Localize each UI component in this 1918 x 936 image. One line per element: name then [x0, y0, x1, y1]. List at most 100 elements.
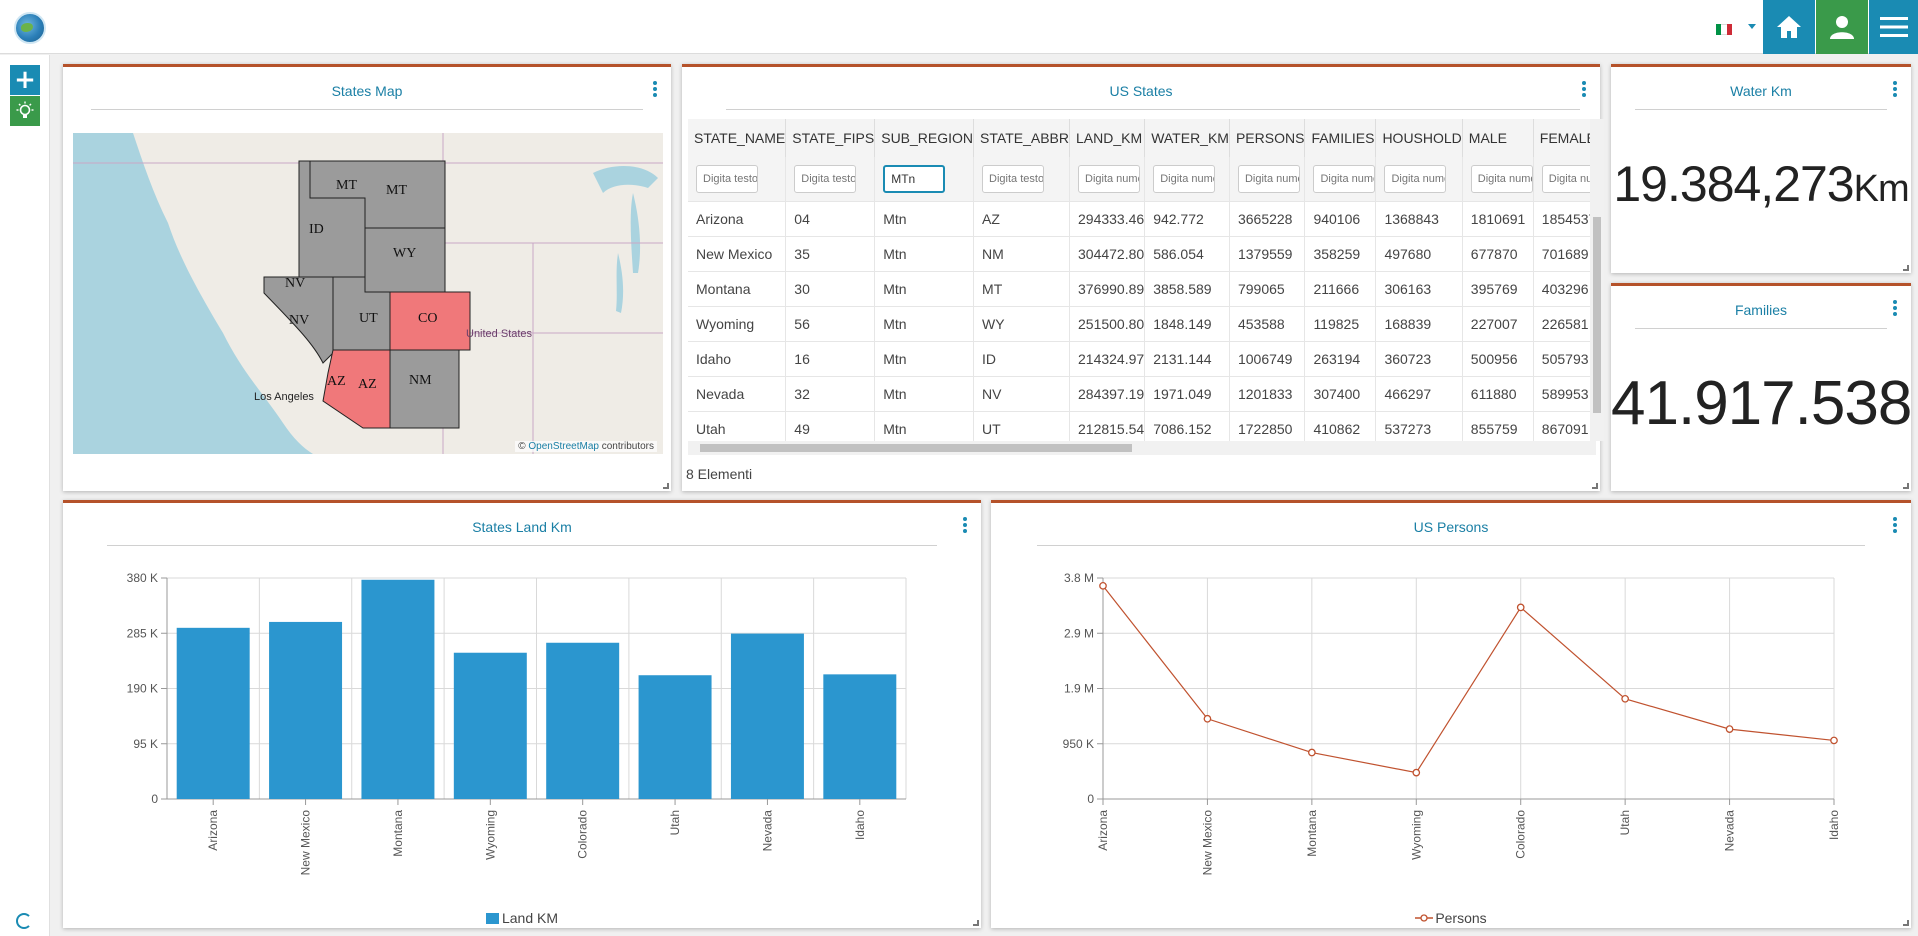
column-header[interactable]: STATE_ABBR: [973, 119, 1070, 157]
data-point: [1830, 736, 1838, 745]
table-row[interactable]: Arizona 04 Mtn AZ 294333.46 942.772 3665228 940…: [688, 201, 1596, 237]
table-cell: MT: [973, 271, 1070, 307]
column-filter-input[interactable]: [1237, 164, 1300, 193]
table-cell: NM: [973, 236, 1070, 272]
column-header[interactable]: STATE_FIPS: [785, 119, 876, 157]
x-tick-label: Montana: [391, 810, 405, 857]
bar: [176, 627, 250, 799]
column-header[interactable]: HOUSHOLD: [1375, 119, 1463, 157]
resize-handle[interactable]: [973, 920, 979, 926]
widget-menu-button[interactable]: [1582, 81, 1586, 97]
column-header[interactable]: SUB_REGION: [874, 119, 975, 157]
table-cell: 168839: [1375, 306, 1463, 342]
column-filter-input[interactable]: [1384, 164, 1447, 193]
osm-link[interactable]: OpenStreetMap: [528, 441, 599, 452]
y-tick-label: 2.9 M: [1064, 626, 1094, 640]
table-row[interactable]: Wyoming 56 Mtn WY 251500.80 1848.149 453588 119…: [688, 306, 1596, 342]
hamburger-icon: [1879, 17, 1908, 37]
table-cell: Mtn: [874, 306, 975, 342]
resize-handle[interactable]: [1903, 483, 1909, 489]
table-cell: 294333.46: [1069, 201, 1146, 237]
column-filter-input[interactable]: [696, 164, 758, 193]
data-point: [1412, 768, 1421, 777]
column-header[interactable]: LAND_KM: [1069, 119, 1146, 157]
resize-handle[interactable]: [1592, 483, 1598, 489]
resize-handle[interactable]: [1903, 920, 1909, 926]
table-row[interactable]: Utah 49 Mtn UT 212815.54 7086.152 1722850 41086…: [688, 411, 1596, 441]
table-cell: 2131.144: [1144, 341, 1230, 377]
italian-flag-icon[interactable]: [1716, 24, 1732, 35]
hamburger-menu-button[interactable]: [1869, 0, 1918, 54]
table-cell: 500956: [1462, 341, 1534, 377]
table-cell: Mtn: [874, 411, 975, 441]
svg-text:CO: CO: [418, 311, 437, 326]
table-cell: 1379559: [1229, 236, 1306, 272]
table-cell: 119825: [1304, 306, 1377, 342]
column-filter-input[interactable]: [1313, 164, 1375, 193]
add-widget-button[interactable]: +: [10, 65, 40, 95]
widget-menu-button[interactable]: [1893, 517, 1897, 533]
home-button[interactable]: [1763, 0, 1815, 54]
state-shapes: [263, 160, 471, 429]
x-tick-label: Wyoming: [1409, 810, 1423, 860]
x-tick-label: Idaho: [853, 810, 867, 840]
line-chart: 0 950 K 1.9 M 2.9 M 3.8 M Arizona New Mexico Mo…: [1063, 571, 1841, 875]
column-filter-input[interactable]: [1470, 164, 1533, 193]
widget-menu-button[interactable]: [1893, 81, 1897, 97]
y-tick-label: 95 K: [133, 737, 158, 751]
title-divider: [1635, 328, 1887, 329]
column-filter-input[interactable]: [883, 164, 946, 193]
vertical-scrollbar[interactable]: [1590, 119, 1604, 441]
table-cell: 1368843: [1375, 201, 1463, 237]
series-line: [1102, 585, 1835, 774]
table-cell: 212815.54: [1069, 411, 1146, 441]
resize-handle[interactable]: [663, 483, 669, 489]
column-filter-input[interactable]: [794, 164, 857, 193]
user-icon: [1830, 16, 1854, 39]
app-logo[interactable]: [14, 12, 46, 44]
table-row[interactable]: Nevada 32 Mtn NV 284397.19 1971.049 1201833 307…: [688, 376, 1596, 412]
user-button[interactable]: [1816, 0, 1868, 54]
map-view[interactable]: MT MT ID WY NV NV UT CO AZ AZ NM United …: [73, 133, 663, 454]
column-filter-input[interactable]: [1153, 164, 1216, 193]
widget-title: States Map: [331, 83, 403, 99]
widget-title: US Persons: [1413, 519, 1489, 535]
widget-menu-button[interactable]: [1893, 300, 1897, 316]
table-cell: 376990.89: [1069, 271, 1146, 307]
horizontal-scrollbar[interactable]: [688, 441, 1596, 455]
table-cell: 56: [785, 306, 876, 342]
row-count: 8 Elementi: [686, 466, 753, 482]
families-widget: Families 41.917.538: [1611, 283, 1912, 491]
x-tick-label: Nevada: [1723, 810, 1737, 852]
column-filter-input[interactable]: [1078, 164, 1140, 193]
data-point: [1203, 714, 1212, 723]
column-filter-input[interactable]: [1541, 164, 1596, 193]
chart-legend[interactable]: Persons: [991, 910, 1911, 926]
table-cell: 251500.80: [1069, 306, 1146, 342]
column-header[interactable]: MALE: [1462, 119, 1534, 157]
table-cell: 16: [785, 341, 876, 377]
widget-menu-button[interactable]: [963, 517, 967, 533]
table-row[interactable]: Idaho 16 Mtn ID 214324.97 2131.144 1006749 2631…: [688, 341, 1596, 377]
table-cell: 3665228: [1229, 201, 1306, 237]
column-header[interactable]: WATER_KM: [1144, 119, 1230, 157]
table-row[interactable]: Montana 30 Mtn MT 376990.89 3858.589 799065 211…: [688, 271, 1596, 307]
column-header[interactable]: PERSONS: [1229, 119, 1306, 157]
us-states-table-widget: US States STATE_NAME STATE_FIPS SUB_REGION…: [682, 64, 1604, 491]
bar: [361, 579, 435, 799]
table-row[interactable]: New Mexico 35 Mtn NM 304472.80 586.054 1379559…: [688, 236, 1596, 272]
widget-menu-button[interactable]: [653, 81, 657, 97]
bar-chart: 0 95 K 190 K 285 K 380 K Arizona New Mexico Mon…: [127, 571, 907, 875]
top-bar: [0, 0, 1918, 54]
language-caret-icon[interactable]: [1748, 24, 1756, 29]
column-header[interactable]: STATE_NAME: [688, 119, 787, 157]
lightbulb-button[interactable]: [10, 96, 40, 126]
table-cell: 1722850: [1229, 411, 1306, 441]
column-header[interactable]: FEMALE: [1533, 119, 1596, 157]
column-header[interactable]: FAMILIES: [1304, 119, 1377, 157]
chart-legend[interactable]: Land KM: [63, 910, 981, 926]
column-filter-input[interactable]: [982, 164, 1045, 193]
table-cell: 1201833: [1229, 376, 1306, 412]
table-cell: 304472.80: [1069, 236, 1146, 272]
resize-handle[interactable]: [1903, 265, 1909, 271]
